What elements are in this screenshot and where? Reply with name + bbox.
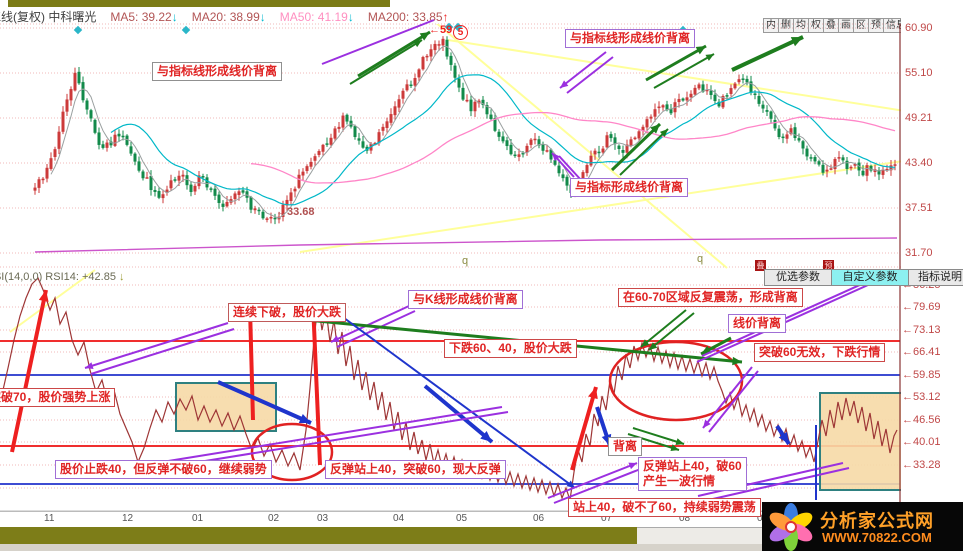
- param-button[interactable]: 指标说明: [908, 269, 963, 286]
- rsi-y-axis-label: ←73.13: [902, 324, 941, 336]
- low-price-label: ←33.68: [276, 206, 315, 218]
- rsi-indicator-title: RSI(14,0,0) RSI14: +42.85 ↓: [0, 271, 125, 283]
- watermark: 分析家公式网 WWW.70822.COM: [762, 502, 963, 551]
- rsi-y-axis-label: ←79.69: [902, 301, 941, 313]
- annotation-t1-divergence: 与指标线形成线价背离: [152, 62, 283, 81]
- time-axis-label: 01: [192, 513, 204, 524]
- annotation-r3-fall: 下跌60、40，股价大跌: [444, 339, 577, 358]
- annotation-r6-fail60: 突破60无效，下跌行情: [754, 343, 886, 362]
- rsi-y-axis-label: ←66.41: [902, 346, 941, 358]
- price-y-axis-label: 43.40: [905, 157, 933, 169]
- time-axis-label: 11: [44, 513, 55, 524]
- time-axis-label: 07: [601, 513, 613, 524]
- time-axis-label: 05: [456, 513, 468, 524]
- overlay-badge-icon[interactable]: 叠: [755, 260, 766, 271]
- time-axis-label: 02: [268, 513, 280, 524]
- stock-name: 中科曙光: [48, 10, 97, 24]
- rsi-down-arrow-icon: ↓: [119, 271, 125, 283]
- top-title-bar: [8, 0, 390, 7]
- annotation-r2-kline-div: 与K线形成线价背离: [408, 290, 523, 309]
- horizontal-scrollbar-thumb[interactable]: [0, 527, 637, 544]
- time-axis-label: 06: [533, 513, 545, 524]
- q-marker-2: q: [697, 253, 704, 265]
- ma-legend-item: MA5: 39.22↓: [110, 10, 178, 24]
- price-y-axis-label: 31.70: [905, 247, 933, 259]
- trend-arrow-icon: ↑: [442, 10, 449, 24]
- price-y-axis-label: 55.10: [905, 67, 933, 79]
- time-axis-label: 12: [122, 513, 134, 524]
- rsi-y-axis-label: ←53.12: [902, 391, 941, 403]
- annotation-r9-rebound: 反弹站上40，突破60，现大反弹: [325, 460, 506, 479]
- time-axis-label: 04: [393, 513, 405, 524]
- rsi-y-axis-label: ←46.56: [902, 414, 941, 426]
- annotation-r4-range: 在60-70区域反复震荡，形成背离: [618, 288, 803, 307]
- toolbar-button-删[interactable]: 删: [778, 18, 794, 33]
- chart-type-label: K线(复权): [0, 10, 45, 24]
- window-bottom-edge: [0, 544, 963, 551]
- peak-circle-marker: 5: [453, 25, 468, 40]
- watermark-url: WWW.70822.COM: [822, 530, 932, 545]
- annotation-r10-div: 背离: [608, 437, 643, 456]
- annotation-r12-oscillate: 站上40，破不了60，持续弱势震荡: [568, 498, 761, 517]
- trend-arrow-icon: ↓: [347, 10, 354, 24]
- ma-legend-item: MA200: 33.85↑: [367, 10, 449, 24]
- trend-arrow-icon: ↓: [259, 10, 266, 24]
- time-axis-label: 03: [317, 513, 329, 524]
- annotation-t3-divergence: 与指标形成线价背离: [570, 178, 689, 197]
- q-marker-1: q: [462, 255, 469, 267]
- preview-badge-icon[interactable]: 预: [823, 260, 834, 271]
- param-button[interactable]: 自定义参数: [831, 269, 909, 286]
- flower-logo-icon: [769, 503, 813, 551]
- chart-title: K线(复权) 中科曙光 MA5: 39.22↓ MA20: 38.99↓ MA50: …: [0, 8, 449, 25]
- rsi-y-axis-label: ←40.01: [902, 436, 941, 448]
- ma-legend: MA5: 39.22↓ MA20: 38.99↓ MA50: 41.19↓ MA200…: [96, 10, 448, 24]
- watermark-site-name: 分析家公式网: [820, 511, 934, 531]
- price-y-axis-label: 60.90: [905, 22, 933, 34]
- time-axis-label: 08: [679, 513, 691, 524]
- annotation-r11-wave: 反弹站上40，破60 产生一波行情: [638, 457, 747, 491]
- price-y-axis-label: 37.51: [905, 202, 933, 214]
- annotation-t2-divergence: 与指标线形成线价背离: [565, 29, 696, 48]
- price-y-axis-label: 49.21: [905, 112, 933, 124]
- rsi-y-axis-label: ←33.28: [902, 459, 941, 471]
- peak-price-label: ←59: [429, 24, 453, 36]
- param-button[interactable]: 优选参数: [764, 269, 832, 286]
- annotation-r8-weak: 股价止跌40，但反弹不破60，继续弱势: [55, 460, 272, 479]
- annotation-r7-break70: 突破70，股价强势上涨: [0, 388, 116, 407]
- annotation-r1-break: 连续下破，股价大跌: [228, 303, 347, 322]
- ma-legend-item: MA50: 41.19↓: [279, 10, 354, 24]
- ma-legend-item: MA20: 38.99↓: [191, 10, 266, 24]
- rsi-y-axis-label: ←59.85: [902, 369, 941, 381]
- trend-arrow-icon: ↓: [171, 10, 178, 24]
- annotation-r5-div: 线价背离: [728, 314, 787, 333]
